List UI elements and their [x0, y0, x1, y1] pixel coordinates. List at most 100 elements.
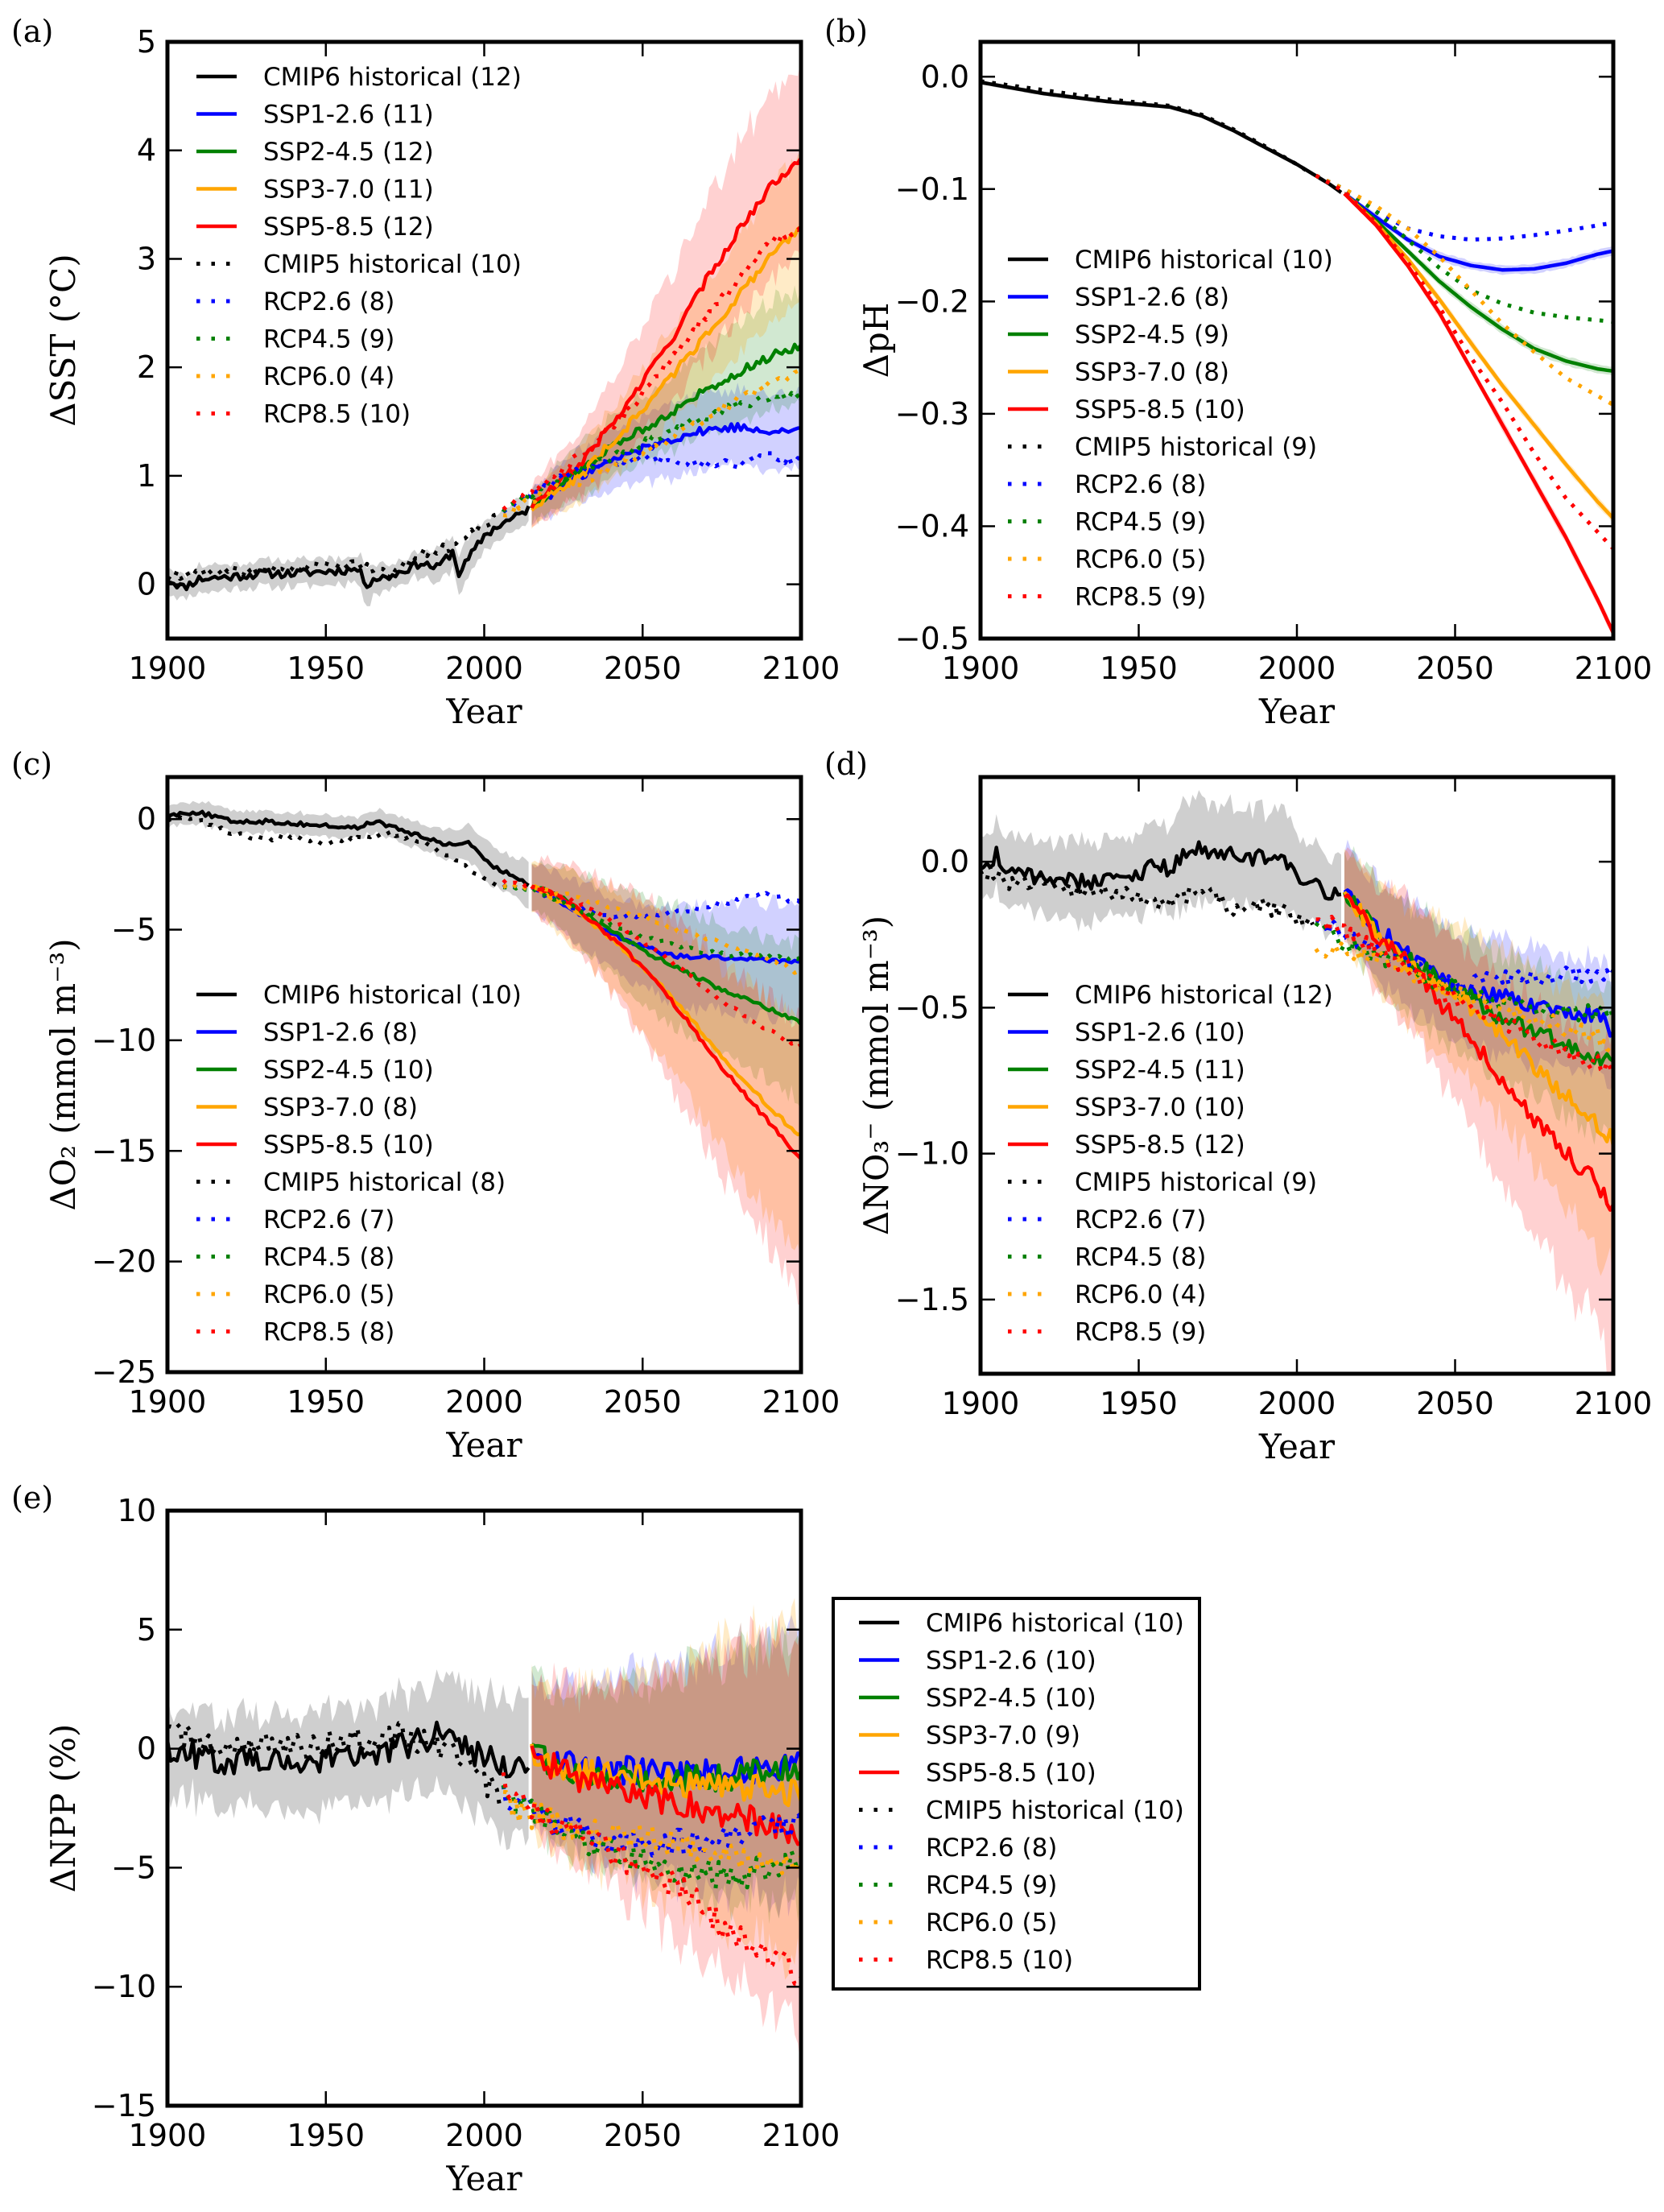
- y-axis-title: ΔpH: [857, 303, 896, 378]
- series-line-rcp4-5: [502, 883, 801, 961]
- x-tick-label: 2100: [1575, 1386, 1653, 1421]
- y-axis-title: ΔSST (°C): [43, 254, 83, 426]
- x-tick-label: 2100: [762, 651, 840, 686]
- y-tick-label: −0.1: [895, 172, 969, 207]
- uncertainty-band-ssp1-2-6: [1344, 839, 1613, 1090]
- panel-label: (e): [11, 1480, 53, 1515]
- series-line-ssp3-7-0: [1343, 891, 1613, 1147]
- legend-entry-ssp370: SSP3-7.0 (8): [1008, 358, 1229, 387]
- legend-entry-rcp60: RCP6.0 (4): [196, 362, 394, 391]
- legend-label: SSP5-8.5 (10): [263, 1131, 434, 1160]
- y-tick-label: 0: [137, 801, 156, 837]
- x-tick-label: 2050: [1416, 1386, 1494, 1421]
- x-tick-label: 1950: [1100, 1386, 1178, 1421]
- y-tick-label: −0.5: [895, 990, 969, 1025]
- legend-entry-ssp126: SSP1-2.6 (10): [1008, 1019, 1245, 1048]
- legend-entry-ssp370: SSP3-7.0 (8): [196, 1094, 418, 1123]
- legend-label: RCP6.0 (5): [263, 1280, 394, 1309]
- series-line-rcp2-6: [1315, 918, 1613, 992]
- legend-entry-ssp370: SSP3-7.0 (9): [859, 1722, 1080, 1751]
- legend-label: SSP3-7.0 (8): [263, 1094, 418, 1123]
- uncertainty-band-ssp5-8-5: [1344, 847, 1613, 1374]
- panel-a: 1900 1950 2000 2050 2100 0 1 2 3 4 5 Year ΔSST (°C) (…: [11, 14, 840, 731]
- x-tick-label: 1950: [287, 2118, 365, 2153]
- x-tick-label: 1900: [129, 651, 207, 686]
- y-tick-label: −15: [92, 2088, 156, 2123]
- legend-label: RCP2.6 (8): [926, 1834, 1057, 1863]
- legend-entry-rcp45: RCP4.5 (8): [1008, 1243, 1206, 1272]
- y-tick-label: −1.5: [895, 1282, 969, 1317]
- y-tick-label: 0.0: [921, 844, 969, 879]
- series-line-ssp3-7-0: [1343, 192, 1613, 520]
- x-tick-label: 1900: [129, 1384, 207, 1420]
- series-line-rcp8-5: [501, 1772, 801, 1986]
- legend-label: SSP2-4.5 (10): [926, 1684, 1096, 1713]
- legend-label: CMIP5 historical (10): [926, 1796, 1184, 1825]
- x-tick-label: 1900: [942, 1386, 1020, 1421]
- legend-label: RCP6.0 (4): [263, 362, 394, 391]
- uncertainty-band-ssp1-2-6: [531, 1615, 801, 1919]
- series-line-ssp3-7-0: [531, 225, 801, 512]
- legend-entry-rcp85: RCP8.5 (10): [859, 1946, 1073, 1975]
- legend-label: SSP1-2.6 (10): [926, 1647, 1096, 1676]
- uncertainty-band-ssp3-7-0: [531, 860, 801, 1260]
- legend-entry-ssp245: SSP2-4.5 (11): [1008, 1056, 1245, 1085]
- x-tick-label: 2050: [604, 2118, 682, 2153]
- series-line-cmip6-historical: [981, 80, 1343, 194]
- legend-label: CMIP6 historical (10): [1075, 246, 1333, 275]
- legend-entry-cmip6_hist: CMIP6 historical (12): [1008, 981, 1333, 1010]
- series-line-rcp4-5: [1314, 919, 1613, 1023]
- legend-label: CMIP6 historical (10): [263, 981, 522, 1010]
- series-line-cmip6-historical: [981, 840, 1342, 901]
- y-tick-label: −1.0: [895, 1136, 969, 1172]
- plot-area: [167, 800, 801, 1305]
- x-axis-title: Year: [445, 2159, 522, 2198]
- legend-label: RCP8.5 (9): [1075, 1318, 1206, 1347]
- panel-b: 1900 1950 2000 2050 2100 0.0 −0.1 −0.2 −0.3 −0.4 −…: [824, 14, 1652, 731]
- legend-entry-cmip5_hist: CMIP5 historical (10): [196, 250, 522, 279]
- legend-entry-ssp585: SSP5-8.5 (10): [1008, 395, 1245, 424]
- series-line-cmip6-historical: [167, 505, 531, 592]
- uncertainty-band-cmip6-historical: [981, 80, 1341, 195]
- legend-entry-ssp245: SSP2-4.5 (10): [859, 1684, 1096, 1713]
- y-tick-label: −10: [92, 1023, 156, 1058]
- series-line-cmip6-historical: [167, 809, 530, 887]
- series-line-rcp2-6: [502, 451, 801, 514]
- legend-label: RCP8.5 (10): [926, 1946, 1073, 1975]
- legend: CMIP6 historical (12) SSP1-2.6 (10) SSP2-4…: [1008, 981, 1333, 1347]
- series-line-rcp2-6: [502, 883, 801, 920]
- y-tick-label: 0.0: [921, 59, 969, 94]
- uncertainty-band-ssp5-8-5: [531, 1615, 801, 2068]
- legend-label: SSP3-7.0 (10): [1075, 1094, 1245, 1123]
- legend-entry-ssp370: SSP3-7.0 (10): [1008, 1094, 1245, 1123]
- legend-label: SSP2-4.5 (12): [263, 138, 434, 167]
- uncertainty-band-ssp1-2-6: [531, 382, 801, 526]
- y-tick-label: 0: [137, 567, 156, 602]
- y-tick-label: 10: [118, 1493, 156, 1528]
- uncertainty-band-cmip6-historical: [167, 490, 529, 606]
- legend-entry-rcp26: RCP2.6 (7): [1008, 1205, 1206, 1234]
- series-line-rcp6-0: [1314, 941, 1613, 1053]
- x-tick-label: 2000: [445, 651, 523, 686]
- legend-entry-cmip6_hist: CMIP6 historical (10): [859, 1609, 1184, 1638]
- legend-entry-ssp245: SSP2-4.5 (12): [196, 138, 434, 167]
- legend-label: SSP5-8.5 (10): [1075, 395, 1245, 424]
- legend-label: CMIP6 historical (12): [263, 63, 522, 92]
- legend-entry-ssp245: SSP2-4.5 (9): [1008, 320, 1229, 349]
- panel-c: 1900 1950 2000 2050 2100 0 −5 −10 −15 −20 −25 Year Δ…: [11, 746, 840, 1465]
- uncertainty-band-cmip6-historical: [167, 800, 529, 909]
- legend-entry-cmip6_hist: CMIP6 historical (10): [1008, 246, 1333, 275]
- uncertainty-band-ssp5-8-5: [531, 854, 801, 1305]
- series-line-ssp1-2-6: [1343, 192, 1613, 272]
- legend-entry-rcp45: RCP4.5 (8): [196, 1243, 394, 1272]
- legend-label: RCP2.6 (8): [1075, 470, 1206, 499]
- y-tick-label: 0: [137, 1731, 156, 1767]
- legend-label: CMIP6 historical (12): [1075, 981, 1333, 1010]
- y-axis-title: ΔNPP (%): [43, 1724, 83, 1893]
- legend-label: SSP1-2.6 (11): [263, 101, 434, 130]
- x-tick-label: 2000: [1258, 651, 1336, 686]
- legend: CMIP6 historical (12) SSP1-2.6 (11) SSP2-4…: [196, 63, 522, 429]
- legend-label: RCP4.5 (9): [263, 325, 394, 354]
- legend-entry-ssp585: SSP5-8.5 (12): [196, 213, 434, 242]
